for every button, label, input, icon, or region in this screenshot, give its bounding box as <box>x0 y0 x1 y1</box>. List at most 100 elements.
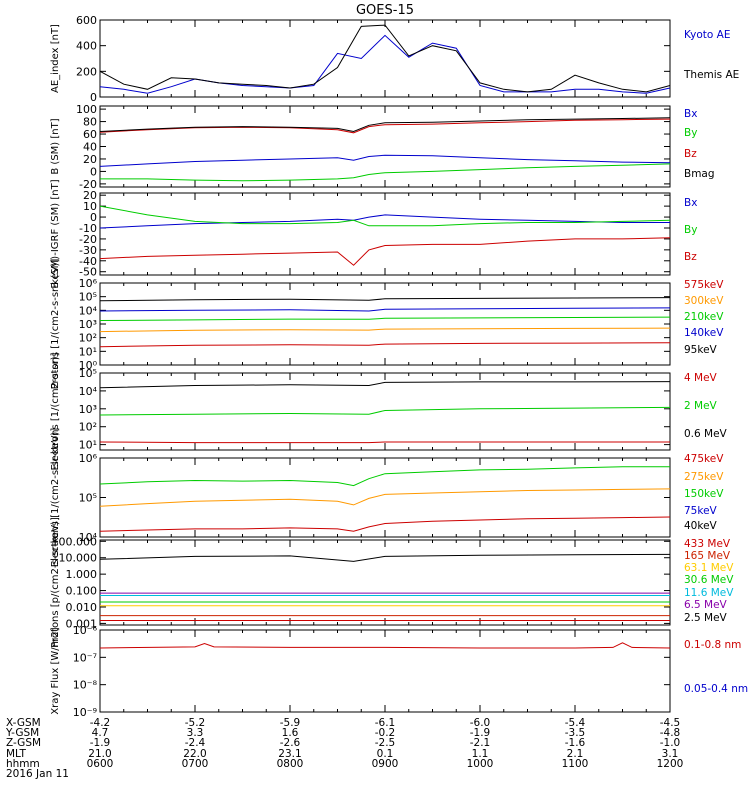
date-label: 2016 Jan 11 <box>6 768 69 780</box>
y-tick-label: 20 <box>83 189 97 202</box>
panel-frame <box>99 19 671 98</box>
orbit-value: 3.1 <box>662 748 679 760</box>
y-axis-label: B (SM) [nT] <box>50 118 61 174</box>
legend-entry: 300keV <box>684 295 724 307</box>
series-line <box>99 34 671 94</box>
orbit-value: -1.6 <box>565 737 586 749</box>
legend-entry: 150keV <box>684 488 724 500</box>
series-line <box>99 406 671 416</box>
panel-frame <box>99 105 671 188</box>
y-tick-label: 10⁵ <box>79 291 97 304</box>
legend-entry: 6.5 MeV <box>684 599 728 611</box>
orbit-value: -1.9 <box>470 727 491 739</box>
y-tick-label: 10³ <box>79 403 97 416</box>
y-tick-label: 10¹ <box>79 439 97 452</box>
orbit-value: -2.4 <box>185 737 206 749</box>
legend-entry: 2 MeV <box>684 400 718 412</box>
y-axis-label: B (SM)-IGRF (SM) [nT] <box>50 179 61 288</box>
legend-entry: 0.05-0.4 nm <box>684 683 748 695</box>
y-tick-label: 10³ <box>79 318 97 331</box>
series-line <box>99 307 671 312</box>
legend-entry: 475keV <box>684 453 724 465</box>
legend-entry: 4 MeV <box>684 372 718 384</box>
legend-entry: By <box>684 224 697 236</box>
series-line <box>99 642 671 649</box>
legend-entry: 2.5 MeV <box>684 612 728 624</box>
y-tick-label: 1.000 <box>66 568 98 581</box>
legend-entry: Kyoto AE <box>684 29 730 41</box>
y-tick-label: 10⁻⁷ <box>73 651 97 664</box>
legend-entry: 63.1 MeV <box>684 562 734 574</box>
y-tick-label: 100 <box>76 103 97 116</box>
orbit-value: -4.2 <box>90 717 111 729</box>
y-tick-label: -40 <box>79 255 97 268</box>
y-tick-label: 10⁴ <box>79 385 98 398</box>
legend-entry: 30.6 MeV <box>684 574 734 586</box>
series-line <box>99 441 670 444</box>
y-axis-label: Protons [p/(cm2-s-sr-keV)] <box>50 517 61 648</box>
orbit-value: -6.0 <box>470 717 491 729</box>
legend-entry: 275keV <box>684 471 724 483</box>
series-line <box>99 24 671 93</box>
y-tick-label: 600 <box>76 14 97 27</box>
series-line <box>99 381 671 389</box>
orbit-value: 1200 <box>657 758 684 770</box>
legend-entry: 575keV <box>684 279 724 291</box>
legend-entry: 433 MeV <box>684 538 731 550</box>
series-line <box>99 237 671 266</box>
orbit-value: -4.5 <box>660 717 681 729</box>
y-tick-label: 10⁴ <box>79 531 98 544</box>
series-line <box>99 214 670 229</box>
orbit-value: -4.8 <box>660 727 681 739</box>
y-axis-label: Protons [1/(cm2-s-sr-keV)] <box>50 259 61 390</box>
series-line <box>99 488 671 507</box>
series-line <box>99 154 671 167</box>
y-tick-label: 100.000 <box>52 535 98 548</box>
orbit-value: -5.9 <box>280 717 301 729</box>
orbit-value: 0700 <box>182 758 209 770</box>
orbit-table: X-GSM -4.2 -5.2 -5.9 -6.1 -6.0 -5.4 -4.5 Y-GSM 4.… <box>5 717 683 770</box>
orbit-value: 22.0 <box>183 748 206 760</box>
y-tick-label: 20 <box>83 153 97 166</box>
panel-frame <box>99 539 671 626</box>
legend-entry: Bx <box>684 108 697 120</box>
y-tick-label: 0.100 <box>66 585 98 598</box>
orbit-value: -5.2 <box>185 717 206 729</box>
series-line <box>99 205 671 227</box>
y-tick-label: 10.000 <box>59 552 98 565</box>
y-tick-label: 10⁻⁸ <box>73 679 98 692</box>
orbit-value: -5.4 <box>565 717 586 729</box>
panel-1: 0 200 400 600 AE_index [nT] Kyoto AE Themis AE <box>50 14 739 104</box>
orbit-row-label: hhmm <box>6 758 40 770</box>
legend-entry: 75keV <box>684 505 718 517</box>
orbit-value: 3.3 <box>187 727 204 739</box>
series-line <box>99 516 671 532</box>
series-line <box>99 316 671 321</box>
legend-entry: By <box>684 127 697 139</box>
y-tick-label: 10⁵ <box>79 367 97 380</box>
orbit-value: 1.1 <box>472 748 489 760</box>
panel-7: 0.001 0.010 0.100 1.000 10.000 100.000Protons… <box>50 517 734 648</box>
legend-entry: 210keV <box>684 311 724 323</box>
y-tick-label: 10¹ <box>79 345 97 358</box>
panel-frame <box>99 282 671 366</box>
y-tick-label: 0.001 <box>66 617 98 630</box>
y-axis-label: Xray Flux [W/m2] <box>50 627 61 714</box>
y-tick-label: 10 <box>83 200 97 213</box>
orbit-row-label: Y-GSM <box>5 727 39 739</box>
orbit-value: -2.6 <box>280 737 301 749</box>
series-line <box>99 327 671 333</box>
orbit-value: 0900 <box>372 758 399 770</box>
figure-title: GOES-15 <box>356 3 414 18</box>
panel-8: 10⁻⁹ 10⁻⁸ 10⁻⁷ 10⁻⁶ Xray Flux [W/m2] 0.1-0.8 … <box>50 624 748 719</box>
orbit-value: 0600 <box>87 758 114 770</box>
legend-entry: Themis AE <box>683 69 739 81</box>
orbit-value: 2.1 <box>567 748 584 760</box>
orbit-row-label: X-GSM <box>6 717 41 729</box>
orbit-value: 0.1 <box>377 748 394 760</box>
legend-entry: 11.6 MeV <box>684 587 734 599</box>
series-line <box>99 117 671 133</box>
orbit-value: 0800 <box>277 758 304 770</box>
